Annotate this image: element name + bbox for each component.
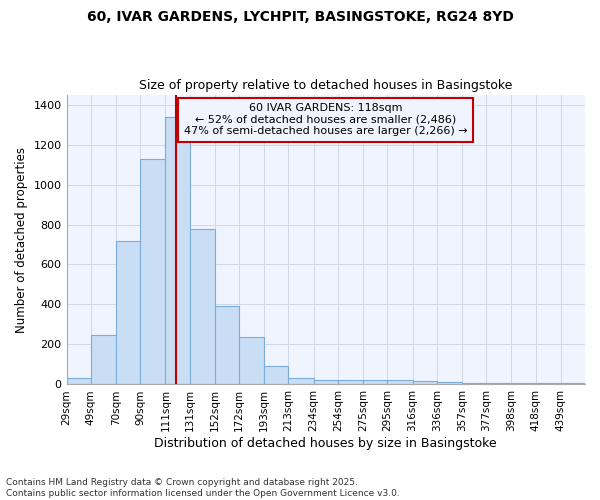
- Bar: [437, 382, 462, 384]
- Bar: [215, 306, 239, 384]
- Bar: [91, 336, 116, 384]
- Title: Size of property relative to detached houses in Basingstoke: Size of property relative to detached ho…: [139, 79, 512, 92]
- Text: 60 IVAR GARDENS: 118sqm
← 52% of detached houses are smaller (2,486)
47% of semi: 60 IVAR GARDENS: 118sqm ← 52% of detache…: [184, 104, 467, 136]
- X-axis label: Distribution of detached houses by size in Basingstoke: Distribution of detached houses by size …: [154, 437, 497, 450]
- Bar: [67, 378, 91, 384]
- Text: Contains HM Land Registry data © Crown copyright and database right 2025.
Contai: Contains HM Land Registry data © Crown c…: [6, 478, 400, 498]
- Bar: [239, 338, 264, 384]
- Bar: [166, 116, 190, 384]
- Bar: [363, 380, 387, 384]
- Bar: [314, 380, 338, 384]
- Bar: [387, 380, 413, 384]
- Y-axis label: Number of detached properties: Number of detached properties: [15, 146, 28, 332]
- Bar: [190, 228, 215, 384]
- Bar: [264, 366, 289, 384]
- Text: 60, IVAR GARDENS, LYCHPIT, BASINGSTOKE, RG24 8YD: 60, IVAR GARDENS, LYCHPIT, BASINGSTOKE, …: [86, 10, 514, 24]
- Bar: [338, 380, 363, 384]
- Bar: [413, 382, 437, 384]
- Bar: [116, 240, 140, 384]
- Bar: [140, 158, 166, 384]
- Bar: [289, 378, 314, 384]
